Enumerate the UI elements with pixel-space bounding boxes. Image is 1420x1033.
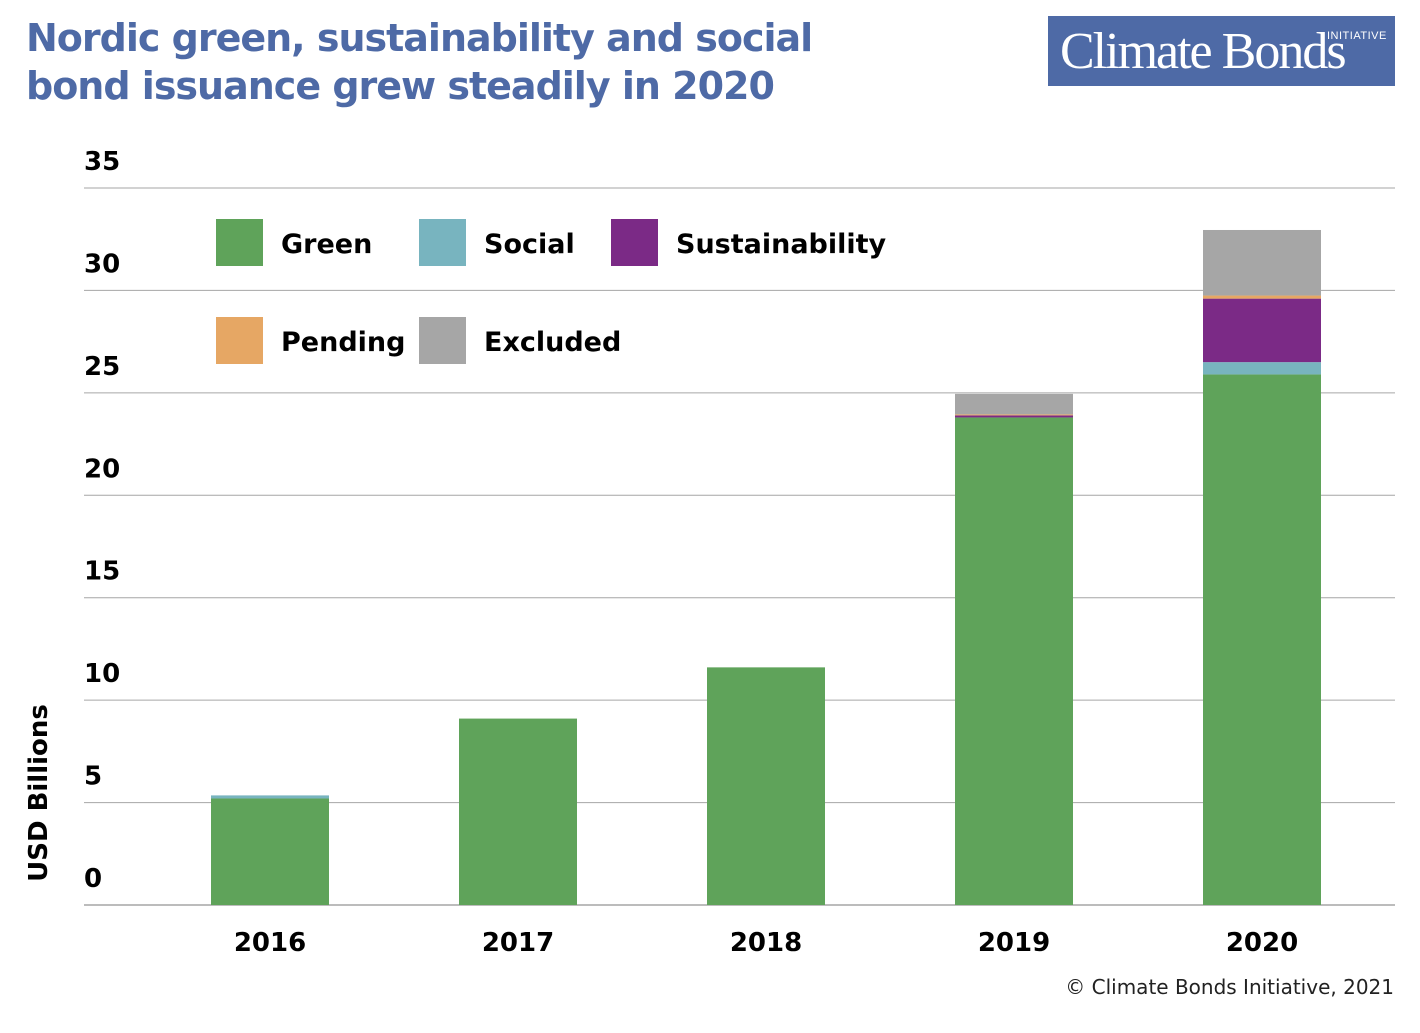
copyright-credit: © Climate Bonds Initiative, 2021 [1065,975,1394,999]
climate-bonds-logo: Climate Bonds INITIATIVE [1048,16,1395,86]
logo-initiative-text: INITIATIVE [1327,30,1387,42]
legend-swatch-pending [216,317,263,364]
x-tick-label-2019: 2019 [978,928,1050,958]
bar-2018-green [707,667,825,905]
y-tick-label-20: 20 [84,454,120,484]
bar-2019-excluded [955,393,1073,415]
bar-2019-green [955,417,1073,905]
bar-2016-green [211,798,329,905]
legend-label-sustainability: Sustainability [676,229,887,260]
y-tick-labels: 0 5 10 15 20 25 30 35 [84,147,120,894]
logo-brand-text: Climate Bonds [1060,23,1347,80]
x-tick-label-2020: 2020 [1226,928,1298,958]
bar-2019-sustainability [955,415,1073,418]
legend-label-social: Social [484,229,575,260]
bars [211,229,1321,905]
x-tick-label-2016: 2016 [234,928,306,958]
y-tick-label-0: 0 [84,864,102,894]
bar-2020-social [1203,362,1321,375]
legend-label-pending: Pending [281,327,405,358]
bar-2020-sustainability [1203,298,1321,363]
legend: Green Social Sustainability Pending Excluded [216,219,887,364]
bar-2016-social [211,795,329,799]
y-tick-label-15: 15 [84,557,120,587]
bar-2019-pending [955,414,1073,416]
legend-swatch-green [216,219,263,266]
y-tick-label-30: 30 [84,249,120,279]
legend-swatch-excluded [419,317,466,364]
bar-2020-green [1203,374,1321,905]
y-tick-label-25: 25 [84,352,120,382]
legend-label-excluded: Excluded [484,327,621,358]
x-tick-label-2017: 2017 [482,928,554,958]
x-tick-label-2018: 2018 [730,928,802,958]
chart-title: Nordic green, sustainability and social … [26,14,813,110]
legend-swatch-social [419,219,466,266]
bar-2020-excluded [1203,229,1321,296]
legend-swatch-sustainability [611,219,658,266]
bar-2020-pending [1203,295,1321,299]
y-tick-label-10: 10 [84,659,120,689]
legend-label-green: Green [281,229,372,260]
bar-2017-green [459,718,577,905]
chart-title-line-1: Nordic green, sustainability and social [26,16,813,60]
y-tick-label-35: 35 [84,147,120,177]
x-tick-labels: 2016 2017 2018 2019 2020 [234,928,1298,958]
y-tick-label-5: 5 [84,762,102,792]
chart-title-line-2: bond issuance grew steadily in 2020 [26,64,775,108]
